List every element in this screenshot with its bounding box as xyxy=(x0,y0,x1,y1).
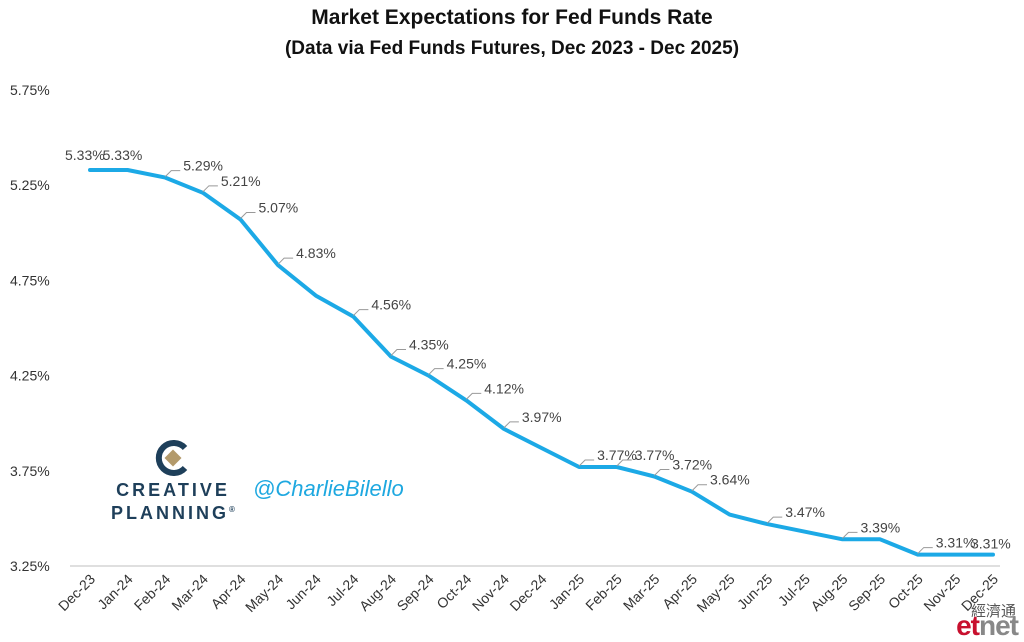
data-label: 3.31% xyxy=(936,535,976,551)
chart-title: Market Expectations for Fed Funds Rate xyxy=(311,6,713,29)
watermark-chinese: 經濟通 xyxy=(970,602,1016,620)
data-label: 5.21% xyxy=(221,173,261,189)
x-tick-label: Feb-24 xyxy=(131,571,174,614)
logo-registered-mark: ® xyxy=(229,505,235,514)
data-label-leader xyxy=(240,211,256,219)
data-label: 5.07% xyxy=(259,199,299,215)
x-tick-label: Jun-24 xyxy=(282,571,324,613)
y-tick-label: 4.75% xyxy=(10,272,50,288)
data-label: 4.12% xyxy=(484,380,524,396)
data-label-leader xyxy=(202,185,218,193)
creative-planning-logo-mark-icon xyxy=(155,440,188,476)
logo-text-creative: CREATIVE xyxy=(116,480,230,500)
data-label: 3.47% xyxy=(785,504,825,520)
data-label-leader xyxy=(691,484,707,492)
data-label: 4.56% xyxy=(371,297,411,313)
data-label-leader xyxy=(578,459,595,467)
x-tick-label: Jun-25 xyxy=(734,571,776,613)
logo-text-planning: PLANNING® xyxy=(111,503,235,523)
y-tick-label: 3.25% xyxy=(10,558,50,574)
x-tick-label: Aug-25 xyxy=(807,571,850,614)
creative-planning-logo: CREATIVE PLANNING® xyxy=(108,440,238,523)
data-label: 5.33% xyxy=(103,147,143,163)
watermark-etnet: etnet xyxy=(956,610,1019,641)
data-label-leader xyxy=(390,349,406,356)
y-tick-label: 5.75% xyxy=(10,82,50,98)
data-label-leader xyxy=(277,257,294,265)
data-label-leader xyxy=(465,392,482,400)
data-label: 3.77% xyxy=(597,447,637,463)
x-tick-label: Mar-24 xyxy=(168,571,211,614)
data-label: 5.29% xyxy=(183,158,223,174)
x-tick-label: Jan-24 xyxy=(94,571,136,613)
twitter-handle: @CharlieBilello xyxy=(253,476,404,501)
y-tick-label: 4.25% xyxy=(10,368,50,384)
x-tick-label: Feb-25 xyxy=(582,571,625,614)
x-tick-label: May-25 xyxy=(693,571,737,615)
data-label-leader xyxy=(842,531,858,539)
chart-subtitle: (Data via Fed Funds Futures, Dec 2023 - … xyxy=(284,38,740,59)
data-label: 3.64% xyxy=(710,472,750,488)
data-label: 3.72% xyxy=(672,457,712,473)
data-label-leader xyxy=(766,516,783,524)
y-tick-label: 5.25% xyxy=(10,177,50,193)
x-tick-label: Mar-25 xyxy=(620,571,663,614)
x-tick-label: Sep-25 xyxy=(845,571,888,614)
x-tick-label: Dec-24 xyxy=(506,571,549,614)
x-tick-label: Aug-24 xyxy=(356,571,399,614)
data-label: 5.33% xyxy=(65,147,105,163)
data-label: 3.97% xyxy=(522,409,562,425)
y-tick-label: 3.75% xyxy=(10,463,50,479)
data-label-leader xyxy=(917,547,933,554)
data-label-leader xyxy=(353,309,369,316)
x-tick-label: Oct-24 xyxy=(433,571,474,612)
series-line xyxy=(88,168,995,557)
x-tick-label: Nov-25 xyxy=(920,571,963,614)
x-tick-label: Sep-24 xyxy=(394,571,437,614)
data-label-leader xyxy=(164,170,181,177)
x-tick-label: Nov-24 xyxy=(469,571,512,614)
data-label: 3.77% xyxy=(635,447,675,463)
data-label: 4.25% xyxy=(447,356,487,372)
data-label-leader xyxy=(428,368,444,375)
data-label-leader xyxy=(503,421,519,429)
data-label-leader xyxy=(616,459,632,467)
x-tick-label: Oct-25 xyxy=(885,571,926,612)
x-tick-label: Jan-25 xyxy=(546,571,588,613)
data-label: 3.31% xyxy=(971,536,1011,552)
data-label: 3.39% xyxy=(861,519,901,535)
data-label: 4.83% xyxy=(296,245,336,261)
x-tick-label: May-24 xyxy=(242,571,286,615)
data-label-leader xyxy=(654,469,670,476)
data-label: 4.35% xyxy=(409,337,449,353)
x-tick-label: Dec-23 xyxy=(55,571,98,614)
